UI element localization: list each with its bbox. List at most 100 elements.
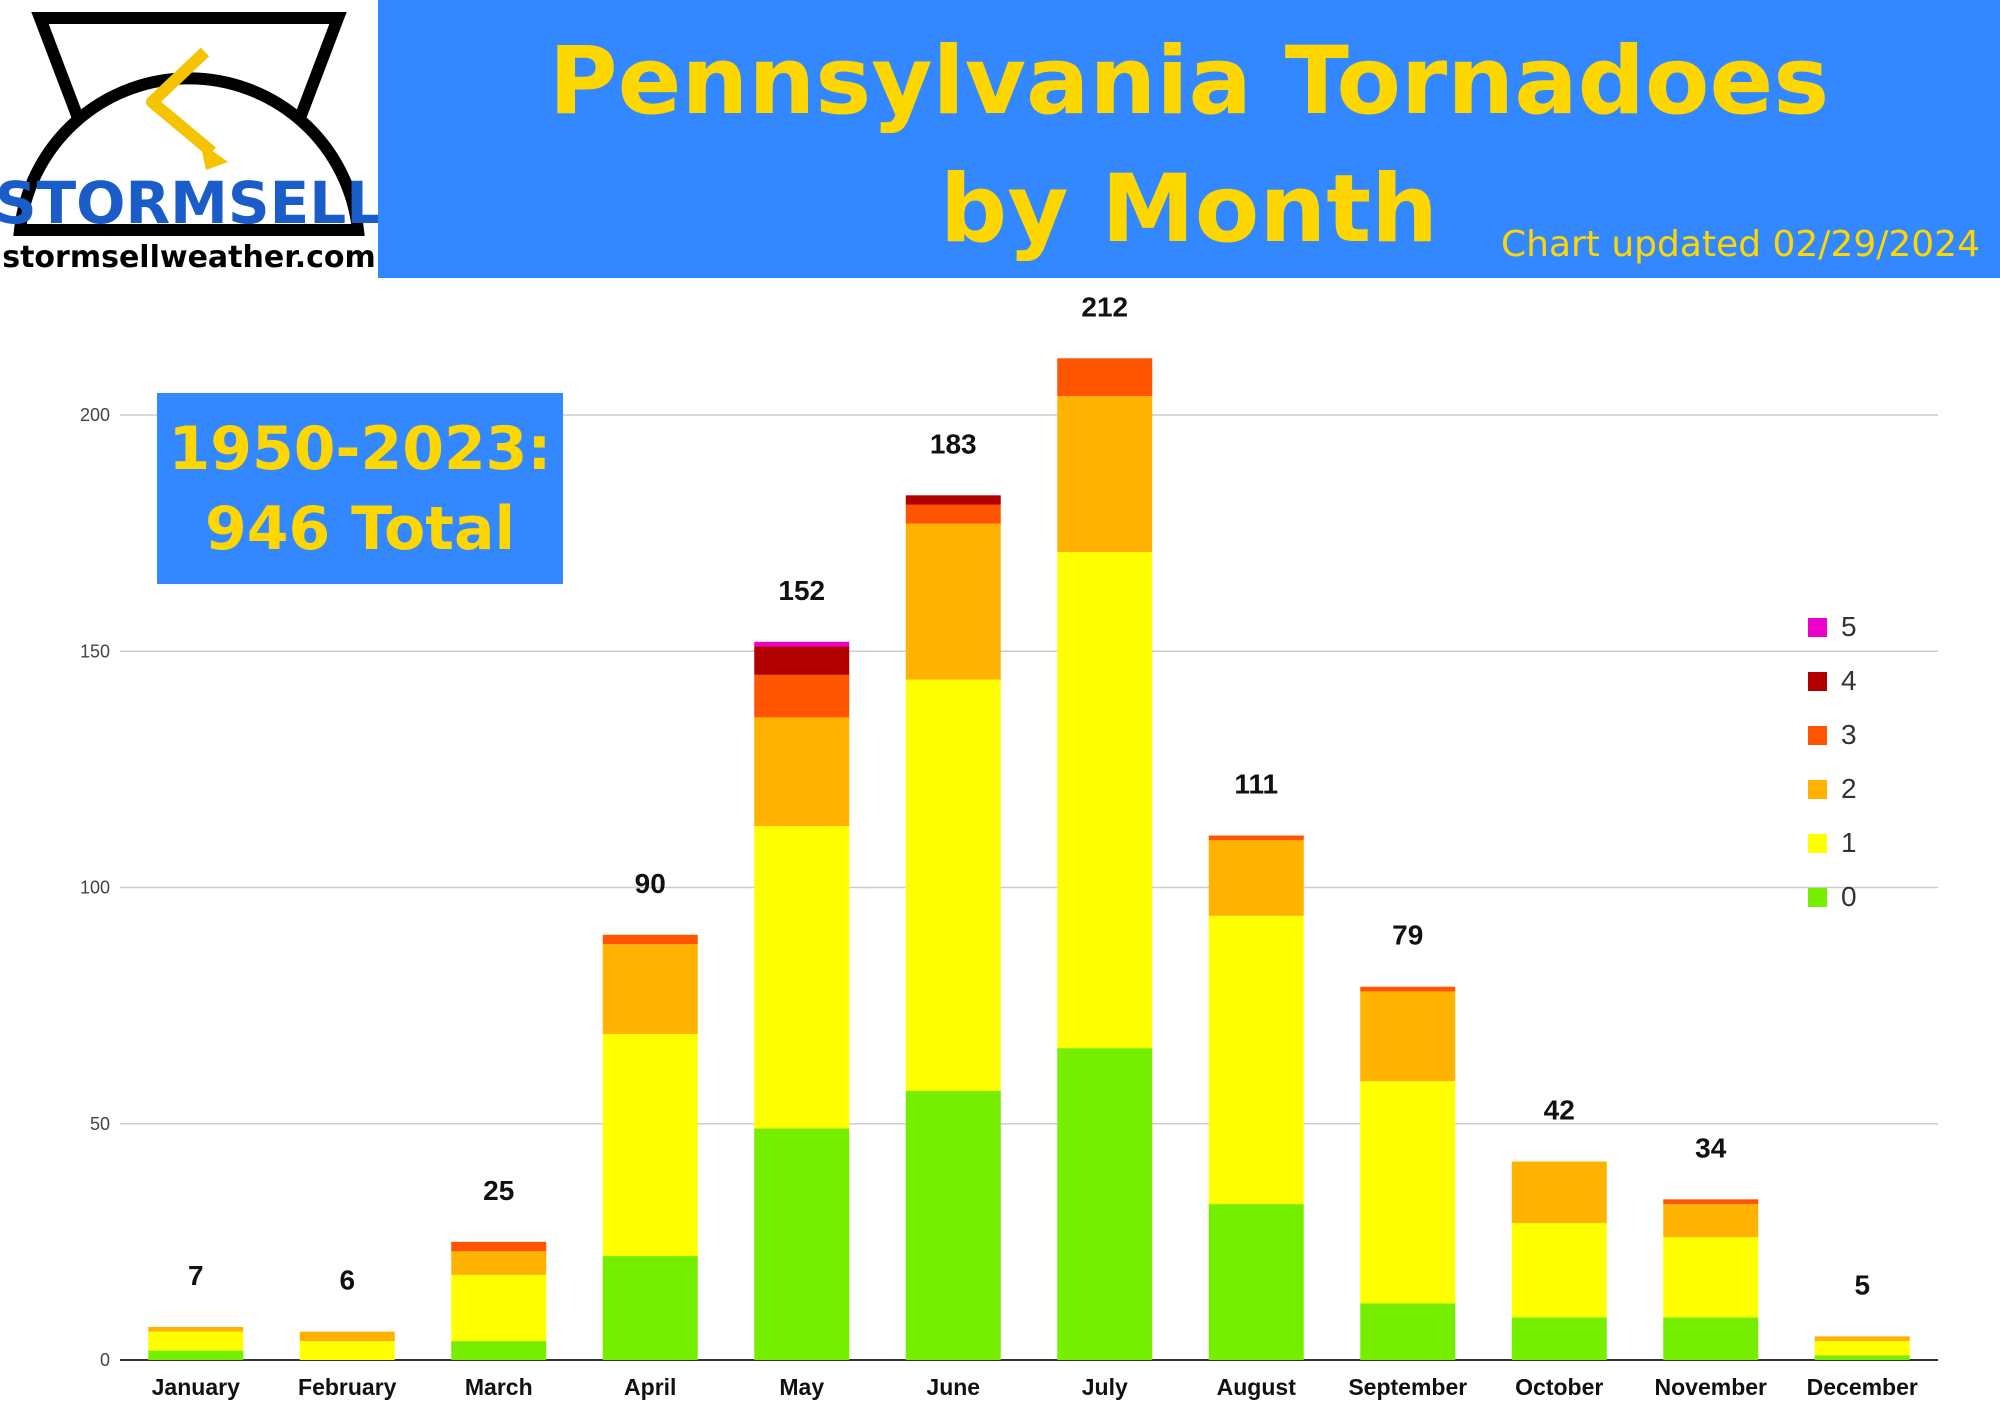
bar-segment bbox=[299, 1331, 395, 1342]
legend-swatch bbox=[1808, 779, 1827, 799]
x-tick-label: February bbox=[298, 1374, 397, 1400]
x-tick-label: April bbox=[624, 1374, 676, 1400]
data-label: 183 bbox=[930, 428, 977, 459]
bar-segment bbox=[1208, 835, 1304, 841]
bar-segment bbox=[299, 1341, 395, 1360]
x-tick-label: December bbox=[1807, 1374, 1918, 1400]
bar-segment bbox=[1360, 991, 1456, 1082]
summary-line-2: 946 Total bbox=[204, 494, 516, 564]
legend-item: 0 bbox=[1808, 870, 1857, 924]
x-tick-label: June bbox=[926, 1374, 980, 1400]
bar-segment bbox=[1511, 1222, 1607, 1318]
bar-segment bbox=[1360, 1303, 1456, 1360]
legend-item: 2 bbox=[1808, 762, 1857, 816]
summary-line-1: 1950-2023: bbox=[168, 414, 552, 484]
stormsell-logo-graphic: STORMSELL bbox=[0, 12, 383, 237]
bar-segment bbox=[1663, 1204, 1759, 1238]
bar-segment bbox=[754, 1128, 850, 1360]
legend-label: 2 bbox=[1841, 773, 1857, 804]
logo-brand: STORMSELL bbox=[0, 169, 378, 237]
legend-label: 5 bbox=[1841, 611, 1857, 642]
bar-segment bbox=[1814, 1341, 1910, 1356]
x-tick-label: August bbox=[1217, 1374, 1297, 1400]
bar-segment bbox=[905, 523, 1001, 680]
x-tick-label: May bbox=[779, 1374, 824, 1400]
x-tick-label: November bbox=[1655, 1374, 1768, 1400]
bar-segment bbox=[1663, 1317, 1759, 1360]
legend-label: 0 bbox=[1841, 881, 1857, 912]
bar-segment bbox=[602, 934, 698, 945]
header-banner bbox=[378, 0, 2000, 278]
legend-swatch bbox=[1808, 833, 1827, 853]
title-line-2: by Month bbox=[939, 155, 1439, 264]
bar-segment bbox=[451, 1341, 547, 1360]
bar-segment bbox=[451, 1241, 547, 1252]
total-summary-box: 1950-2023: 946 Total bbox=[157, 393, 563, 584]
data-label: 6 bbox=[339, 1265, 355, 1296]
data-label: 7 bbox=[188, 1260, 204, 1291]
y-tick-label: 200 bbox=[80, 405, 110, 425]
bar-segment bbox=[1057, 358, 1153, 397]
bar-segment bbox=[754, 826, 850, 1129]
bar-segment bbox=[1360, 986, 1456, 992]
logo-url: stormsellweather.com bbox=[2, 240, 376, 275]
bar-segment bbox=[148, 1331, 244, 1351]
bar-segment bbox=[1208, 915, 1304, 1205]
bar-segment bbox=[1663, 1199, 1759, 1205]
bar-segment bbox=[1814, 1336, 1910, 1342]
bar-segment bbox=[1814, 1355, 1910, 1360]
bar-segment bbox=[1208, 1204, 1304, 1360]
bar-segment bbox=[905, 495, 1001, 505]
legend-item: 3 bbox=[1808, 708, 1857, 762]
legend-item: 5 bbox=[1808, 600, 1857, 654]
bar-segment bbox=[602, 1033, 698, 1257]
y-tick-label: 100 bbox=[80, 878, 110, 898]
data-label: 25 bbox=[483, 1175, 514, 1206]
chart-legend: 5 4 3 2 1 0 bbox=[1808, 600, 1857, 924]
data-label: 111 bbox=[1234, 769, 1278, 800]
bar-segment bbox=[1511, 1317, 1607, 1360]
bar-segment bbox=[905, 1090, 1001, 1360]
x-tick-label: January bbox=[152, 1374, 240, 1400]
stormsell-logo[interactable]: STORMSELL stormsellweather.com bbox=[0, 0, 383, 278]
data-label: 152 bbox=[778, 575, 825, 606]
updated-date: Chart updated 02/29/2024 bbox=[1500, 224, 1980, 265]
bar-segment bbox=[1208, 840, 1304, 916]
bar-segment bbox=[754, 646, 850, 675]
legend-swatch bbox=[1808, 725, 1827, 745]
y-tick-label: 150 bbox=[80, 641, 110, 661]
bar-segment bbox=[905, 679, 1001, 1091]
legend-item: 1 bbox=[1808, 816, 1857, 870]
legend-item: 4 bbox=[1808, 654, 1857, 708]
bar-segment bbox=[1360, 1081, 1456, 1304]
bar-segment bbox=[148, 1350, 244, 1360]
bar-segment bbox=[602, 1256, 698, 1360]
bar-segment bbox=[754, 717, 850, 827]
bar-segment bbox=[1057, 1048, 1153, 1360]
bar-segment bbox=[905, 504, 1001, 524]
bar-segment bbox=[451, 1274, 547, 1342]
data-label: 5 bbox=[1854, 1269, 1870, 1300]
data-label: 90 bbox=[635, 868, 666, 899]
y-tick-label: 0 bbox=[100, 1350, 110, 1370]
legend-label: 1 bbox=[1841, 827, 1857, 858]
x-tick-label: March bbox=[465, 1374, 533, 1400]
x-tick-label: July bbox=[1082, 1374, 1128, 1400]
legend-label: 3 bbox=[1841, 719, 1857, 750]
title-line-1: Pennsylvania Tornadoes bbox=[548, 27, 1830, 136]
legend-label: 4 bbox=[1841, 665, 1857, 696]
tornado-bar-chart: 0501001502007January6February25March90Ap… bbox=[80, 291, 1938, 1400]
bar-segment bbox=[1663, 1237, 1759, 1318]
bar-segment bbox=[1057, 552, 1153, 1049]
bar-segment bbox=[451, 1251, 547, 1275]
bar-segment bbox=[1057, 396, 1153, 553]
x-tick-label: September bbox=[1348, 1374, 1467, 1400]
chart-title: Pennsylvania Tornadoes by Month bbox=[378, 18, 2000, 274]
data-label: 42 bbox=[1544, 1095, 1575, 1126]
bar-segment bbox=[754, 641, 850, 647]
bar-segment bbox=[1511, 1161, 1607, 1223]
legend-swatch bbox=[1808, 617, 1827, 637]
legend-swatch bbox=[1808, 887, 1827, 907]
data-label: 212 bbox=[1081, 291, 1128, 322]
bar-segment bbox=[602, 944, 698, 1034]
